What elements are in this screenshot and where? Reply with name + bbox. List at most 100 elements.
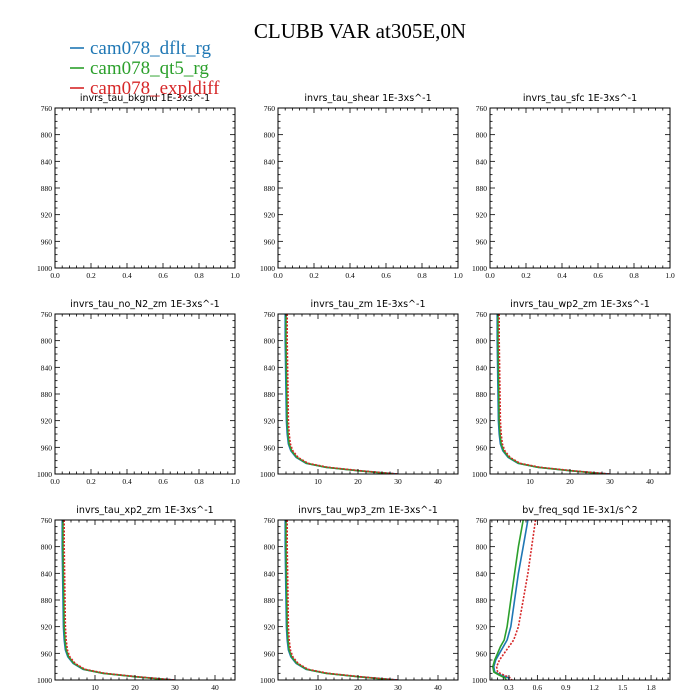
panel-9: bv_freq_sqd 1E-3x1/s^2 760 800 840 880 920 960… <box>472 505 671 692</box>
panel-title: invrs_tau_bkgnd 1E-3xs^-1 <box>80 93 210 104</box>
panel-lines <box>491 520 537 680</box>
y-tick-label: 840 <box>41 157 53 166</box>
y-tick-label: 840 <box>476 569 488 578</box>
x-tick-label: 30 <box>606 477 614 486</box>
series-line <box>62 520 172 680</box>
x-tick-label: 1.0 <box>230 477 240 486</box>
panel-title: invrs_tau_shear 1E-3xs^-1 <box>304 93 431 104</box>
y-tick-label: 880 <box>264 184 276 193</box>
x-tick-label: 0.6 <box>381 271 391 280</box>
y-tick-label: 1000 <box>260 264 275 273</box>
y-tick-label: 880 <box>476 596 488 605</box>
y-tick-label: 840 <box>476 363 488 372</box>
panel-title: bv_freq_sqd 1E-3x1/s^2 <box>522 505 637 516</box>
x-tick-label: 0.9 <box>561 683 571 692</box>
y-tick-label: 920 <box>476 417 488 426</box>
y-tick-label: 920 <box>264 623 276 632</box>
y-tick-label: 800 <box>264 131 276 140</box>
y-tick-label: 800 <box>41 131 53 140</box>
panel-title: invrs_tau_xp2_zm 1E-3xs^-1 <box>76 505 213 516</box>
series-line <box>495 520 537 680</box>
series-line <box>498 314 611 474</box>
y-tick-label: 760 <box>264 310 276 319</box>
y-tick-label: 1000 <box>37 264 52 273</box>
panel-lines <box>284 314 399 474</box>
legend-label: cam078_qt5_rg <box>90 58 209 79</box>
series-line <box>285 314 395 474</box>
y-tick-label: 880 <box>476 390 488 399</box>
x-tick-label: 10 <box>314 477 322 486</box>
y-tick-label: 760 <box>41 104 53 113</box>
legend-entry: cam078_dflt_rg <box>70 38 212 59</box>
y-tick-label: 760 <box>264 516 276 525</box>
y-tick-label: 1000 <box>472 676 487 685</box>
panel-4: invrs_tau_no_N2_zm 1E-3xs^-1 760 800 840 880… <box>37 299 240 486</box>
y-tick-label: 880 <box>41 184 53 193</box>
panel-title: invrs_tau_no_N2_zm 1E-3xs^-1 <box>70 299 219 310</box>
legend: cam078_dflt_rgcam078_qt5_rgcam078_expldi… <box>70 38 220 99</box>
series-line <box>284 314 399 474</box>
x-tick-label: 0.6 <box>158 271 168 280</box>
plot-frame <box>54 519 236 681</box>
y-tick-label: 920 <box>264 417 276 426</box>
x-tick-label: 0.4 <box>122 271 132 280</box>
x-tick-label: 0.4 <box>122 477 132 486</box>
x-tick-label: 10 <box>526 477 534 486</box>
y-tick-label: 760 <box>41 310 53 319</box>
legend-entry: cam078_expldiff <box>70 78 220 99</box>
y-tick-label: 880 <box>264 596 276 605</box>
x-tick-label: 40 <box>646 477 654 486</box>
y-tick-label: 960 <box>41 649 53 658</box>
series-line <box>63 520 176 680</box>
legend-label: cam078_dflt_rg <box>90 38 212 59</box>
x-tick-label: 0.2 <box>521 271 531 280</box>
x-tick-label: 20 <box>354 477 362 486</box>
x-tick-label: 0.0 <box>50 477 60 486</box>
x-tick-label: 30 <box>394 683 402 692</box>
y-tick-label: 840 <box>41 363 53 372</box>
x-tick-label: 1.8 <box>646 683 656 692</box>
y-tick-label: 800 <box>264 337 276 346</box>
x-tick-label: 0.6 <box>158 477 168 486</box>
series-line <box>284 520 399 680</box>
x-tick-label: 0.8 <box>417 271 427 280</box>
y-tick-label: 840 <box>264 363 276 372</box>
x-tick-label: 0.2 <box>86 271 96 280</box>
x-tick-label: 0.2 <box>309 271 319 280</box>
y-tick-label: 880 <box>41 390 53 399</box>
x-tick-label: 0.0 <box>485 271 495 280</box>
y-tick-label: 920 <box>476 623 488 632</box>
panel-title: invrs_tau_zm 1E-3xs^-1 <box>311 299 426 310</box>
panel-title: invrs_tau_sfc 1E-3xs^-1 <box>523 93 637 104</box>
x-tick-label: 0.0 <box>50 271 60 280</box>
y-tick-label: 800 <box>476 337 488 346</box>
x-tick-label: 0.3 <box>504 683 514 692</box>
x-tick-label: 20 <box>566 477 574 486</box>
y-tick-label: 800 <box>41 337 53 346</box>
y-tick-label: 920 <box>41 623 53 632</box>
x-tick-label: 10 <box>91 683 99 692</box>
y-tick-label: 920 <box>264 211 276 220</box>
y-tick-label: 1000 <box>37 676 52 685</box>
x-tick-label: 20 <box>131 683 139 692</box>
plot-frame <box>489 519 671 681</box>
y-tick-label: 840 <box>264 569 276 578</box>
y-tick-label: 800 <box>476 131 488 140</box>
y-tick-label: 760 <box>476 310 488 319</box>
plot-frame <box>489 313 671 475</box>
y-tick-label: 760 <box>264 104 276 113</box>
x-tick-label: 10 <box>314 683 322 692</box>
x-tick-label: 40 <box>434 477 442 486</box>
series-line <box>491 520 524 680</box>
x-tick-label: 0.6 <box>533 683 543 692</box>
x-tick-label: 0.4 <box>557 271 567 280</box>
panel-7: invrs_tau_xp2_zm 1E-3xs^-1 760 800 840 880 92… <box>37 505 236 692</box>
x-tick-label: 0.8 <box>194 271 204 280</box>
legend-entry: cam078_qt5_rg <box>70 58 209 79</box>
panel-5: invrs_tau_zm 1E-3xs^-1 760 800 840 880 920 960… <box>260 299 459 486</box>
y-tick-label: 840 <box>476 157 488 166</box>
figure-title: CLUBB VAR at305E,0N <box>254 19 466 43</box>
y-tick-label: 800 <box>264 543 276 552</box>
x-tick-label: 1.0 <box>665 271 675 280</box>
plot-frame <box>277 107 459 269</box>
